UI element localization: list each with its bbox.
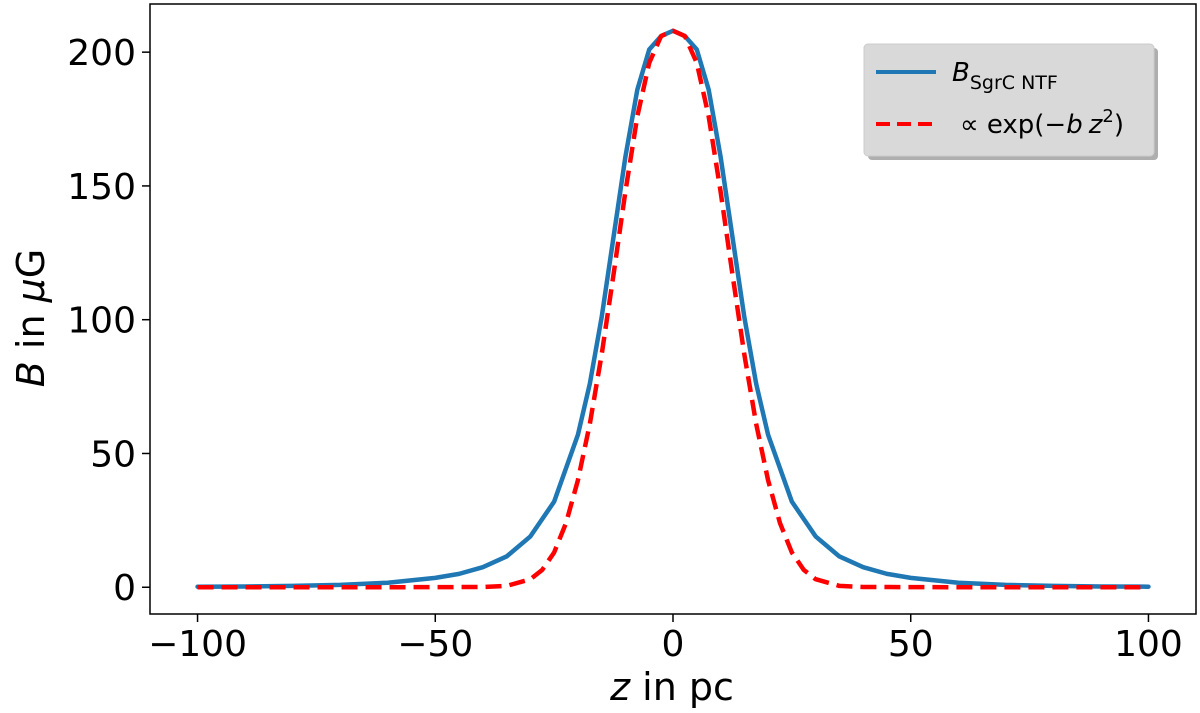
x-axis-label: z in pc <box>609 665 734 709</box>
y-axis-label: B in μG <box>9 249 53 388</box>
series-line-exp-fit <box>197 28 1149 590</box>
x-tick-label: 100 <box>1114 624 1183 665</box>
y-axis-label-mu: μ <box>9 278 53 303</box>
x-axis-label-var: z <box>609 665 631 709</box>
legend-label-exp-suffix: ) <box>1114 110 1124 140</box>
legend-label-bsgrc-main: B <box>952 58 970 88</box>
y-tick-label: 150 <box>67 167 136 208</box>
legend-label-exp-b: b <box>1066 110 1083 140</box>
legend-label-exp-sup: 2 <box>1102 106 1113 127</box>
x-tick-label: 50 <box>888 624 934 665</box>
x-tick-label: 0 <box>662 624 685 665</box>
legend-box <box>863 43 1155 157</box>
y-axis-label-prefix: in <box>9 302 53 361</box>
x-tick-label: −50 <box>397 624 473 665</box>
legend-label-exp-z: z <box>1088 110 1104 140</box>
y-tick-label: 200 <box>67 33 136 74</box>
legend: BSgrC NTF ∝ exp(−b z2) <box>863 43 1158 160</box>
y-tick-label: 100 <box>67 301 136 342</box>
legend-label-exp: ∝ exp(−b z2) <box>960 106 1124 140</box>
y-tick-label: 0 <box>113 568 136 609</box>
legend-label-bsgrc: BSgrC NTF <box>952 58 1058 94</box>
ticks-layer: −100 −50 0 50 100 0 50 100 150 200 <box>67 33 1183 665</box>
y-tick-label: 50 <box>90 434 136 475</box>
legend-label-bsgrc-sub: SgrC NTF <box>970 72 1058 94</box>
x-tick-label: −100 <box>148 624 247 665</box>
x-axis-label-rest: in pc <box>630 665 734 709</box>
legend-label-exp-prefix: ∝ exp(− <box>960 110 1066 140</box>
series-layer <box>195 28 1151 590</box>
y-axis-label-var: B <box>9 361 53 387</box>
y-axis-label-suffix: G <box>9 249 53 278</box>
